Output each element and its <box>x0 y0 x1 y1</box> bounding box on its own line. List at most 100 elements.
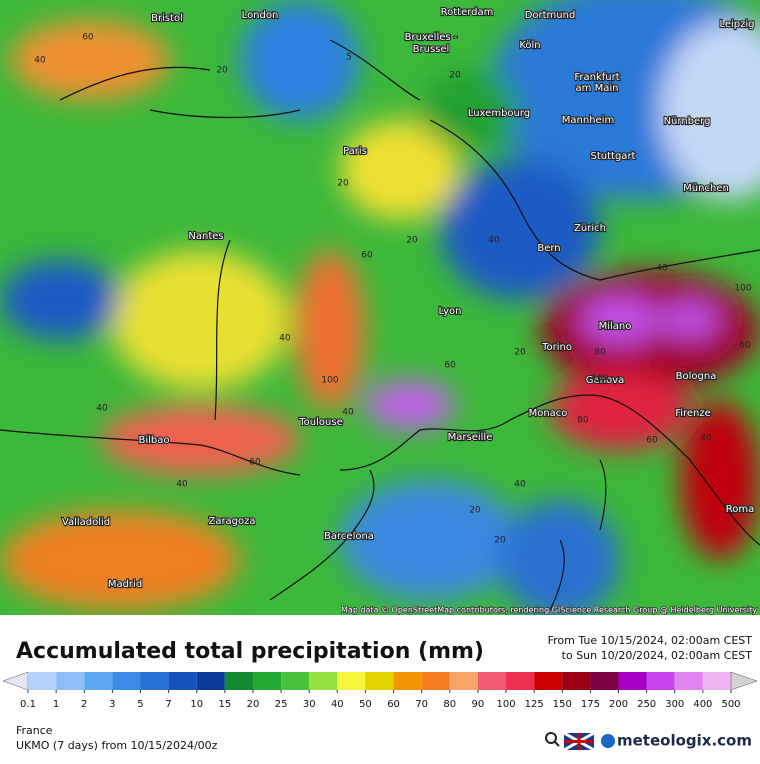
city-label: Milano <box>599 321 632 332</box>
city-label: Nantes <box>188 231 223 242</box>
legend-swatch <box>56 672 85 690</box>
time-to: to Sun 10/20/2024, 02:00am CEST <box>562 649 753 662</box>
legend-tick-label: 500 <box>721 699 740 710</box>
legend-swatch <box>590 672 619 690</box>
legend-tick-label: 200 <box>609 699 628 710</box>
legend-tick-label: 70 <box>415 699 428 710</box>
legend-tick-label: 25 <box>275 699 288 710</box>
legend-tick-label: 10 <box>190 699 203 710</box>
city-label: Roma <box>726 504 755 515</box>
legend-swatch <box>702 672 731 690</box>
legend-tick-label: 5 <box>137 699 143 710</box>
legend-tick-label: 0.1 <box>20 699 36 710</box>
contour-label: 80 <box>577 416 589 426</box>
color-legend: 0.1 1 2 3 5 7 10 15 20 25 30 40 50 60 70 80 90 100 125 150 1… <box>2 671 758 710</box>
city-label: Bruxelles - <box>405 32 458 43</box>
city-label: Valladolid <box>62 517 110 528</box>
legend-tick-label: 15 <box>218 699 231 710</box>
title: Accumulated total precipitation (mm) <box>16 639 484 664</box>
city-label: Luxembourg <box>468 108 530 119</box>
legend-tick-label: 100 <box>496 699 515 710</box>
city-label: Lyon <box>438 306 461 317</box>
city-label: Paris <box>343 146 367 157</box>
city-label: Firenze <box>675 408 711 419</box>
contour-label: 60 <box>82 33 94 43</box>
city-label: Zürich <box>574 223 606 234</box>
contour-label: 40 <box>656 264 668 274</box>
city-label: Torino <box>541 342 572 353</box>
contour-label: 20 <box>494 536 506 546</box>
contour-label: 100 <box>591 374 608 384</box>
legend-swatch <box>112 672 141 690</box>
city-label: Marseille <box>448 432 493 443</box>
legend-tick-label: 3 <box>109 699 115 710</box>
city-label: Leipzig <box>719 19 754 30</box>
legend-swatch <box>28 672 57 690</box>
legend-swatch <box>168 672 197 690</box>
attribution: Map data © OpenStreetMap contributors, r… <box>341 606 757 615</box>
city-label: Frankfurt <box>574 72 619 83</box>
contour-label: 40 <box>279 334 291 344</box>
city-label: Barcelona <box>324 531 374 542</box>
legend-tick-label: 125 <box>525 699 544 710</box>
city-label: Mannheim <box>562 115 614 126</box>
contour-label: 20 <box>216 66 228 76</box>
legend-tick-label: 40 <box>331 699 344 710</box>
legend-arrow-right <box>730 671 758 691</box>
contour-label: 20 <box>406 236 418 246</box>
legend-tick-label: 250 <box>637 699 656 710</box>
city-label: London <box>242 10 279 21</box>
contour-label: 40 <box>488 236 500 246</box>
contour-label: 20 <box>337 179 349 189</box>
city-label: Brussel <box>413 44 450 55</box>
contour-label: 40 <box>342 408 354 418</box>
legend-tick-label: 1 <box>53 699 59 710</box>
contour-label: 40 <box>96 404 108 414</box>
legend-tick-label: 20 <box>247 699 260 710</box>
city-label: Rotterdam <box>441 7 494 18</box>
legend-swatch <box>506 672 535 690</box>
legend-swatch <box>252 672 282 690</box>
contour-label: 40 <box>700 434 712 444</box>
legend-tick-label: 400 <box>693 699 712 710</box>
city-label: Bilbao <box>138 435 169 446</box>
legend-swatch <box>449 672 478 690</box>
legend-tick-label: 175 <box>581 699 600 710</box>
contour-label: 60 <box>249 458 261 468</box>
legend-swatch <box>393 672 422 690</box>
legend-swatch <box>140 672 169 690</box>
model-info: UKMO (7 days) from 10/15/2024/00z <box>16 739 218 752</box>
city-label: Stuttgart <box>591 151 636 162</box>
contour-label: 20 <box>514 348 526 358</box>
contour-label: 5 <box>346 53 352 63</box>
city-label: Dortmund <box>525 10 576 21</box>
contour-label: 20 <box>469 506 481 516</box>
legend-swatch <box>421 672 450 690</box>
city-label: Bern <box>537 243 560 254</box>
legend-swatch <box>281 672 310 690</box>
city-label: Toulouse <box>298 417 342 428</box>
city-label: Monaco <box>529 408 568 419</box>
legend-tick-label: 90 <box>472 699 485 710</box>
brand[interactable]: meteologix.com <box>617 732 752 750</box>
legend-swatch <box>224 672 253 690</box>
contour-label: 40 <box>176 480 188 490</box>
contour-label: 100 <box>321 376 338 386</box>
precip-map <box>0 0 760 615</box>
legend-swatch <box>562 672 591 690</box>
legend-swatch <box>477 672 507 690</box>
region: France <box>16 724 53 737</box>
logo: meteologix.com <box>545 732 752 752</box>
legend-tick-label: 150 <box>553 699 572 710</box>
contour-label: 60 <box>444 361 456 371</box>
legend-swatch <box>646 672 675 690</box>
legend-tick-label: 7 <box>165 699 171 710</box>
city-label: am Main <box>576 83 619 94</box>
legend-swatch <box>337 672 366 690</box>
legend-swatch <box>674 672 703 690</box>
coastlines <box>0 39 760 611</box>
legend-swatch <box>309 672 338 690</box>
contour-label: 80 <box>594 348 606 358</box>
city-label: Zaragoza <box>208 516 255 527</box>
